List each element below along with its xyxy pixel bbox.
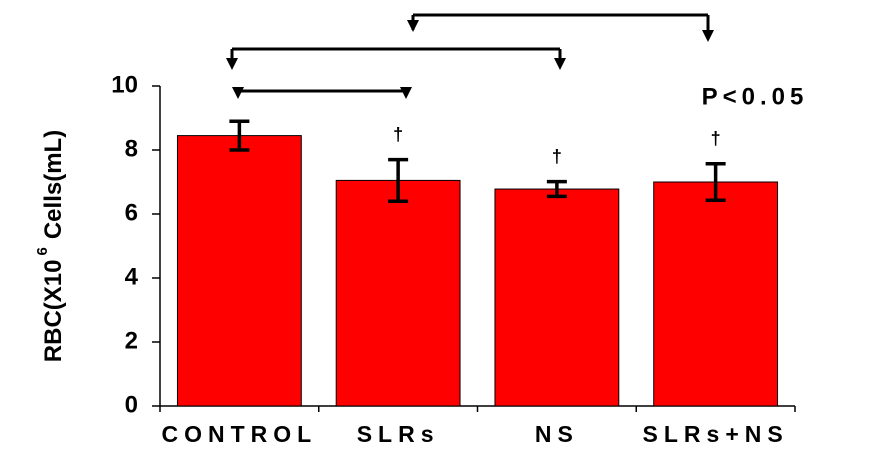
y-tick-label: 2 xyxy=(125,327,138,354)
y-label-sup: 6 xyxy=(34,247,51,255)
y-tick-label: 8 xyxy=(125,135,138,162)
x-tick-label: NS xyxy=(535,421,579,447)
x-tick-label: CONTROL xyxy=(162,421,318,447)
bar xyxy=(653,181,779,407)
y-tick-label: 4 xyxy=(125,263,139,290)
p-value: P<0.05 xyxy=(702,83,809,110)
x-tick-label: SLRs xyxy=(357,421,440,447)
x-tick-label: SLRs+NS xyxy=(643,421,789,447)
y-tick-label: 0 xyxy=(125,391,138,418)
bar xyxy=(494,188,620,407)
bar xyxy=(335,179,461,407)
y-axis-label: RBC(X10 6 Cells(mL) xyxy=(34,130,67,362)
significance-mark: † xyxy=(393,124,403,144)
bar xyxy=(176,135,302,407)
y-label-main: RBC(X10 xyxy=(40,260,67,363)
significance-mark: † xyxy=(552,146,562,166)
y-tick-label: 10 xyxy=(111,71,138,98)
significance-mark: † xyxy=(711,129,721,149)
y-tick-label: 6 xyxy=(125,199,138,226)
y-label-end: Cells(mL) xyxy=(40,130,67,239)
comparison-brackets xyxy=(226,13,714,99)
